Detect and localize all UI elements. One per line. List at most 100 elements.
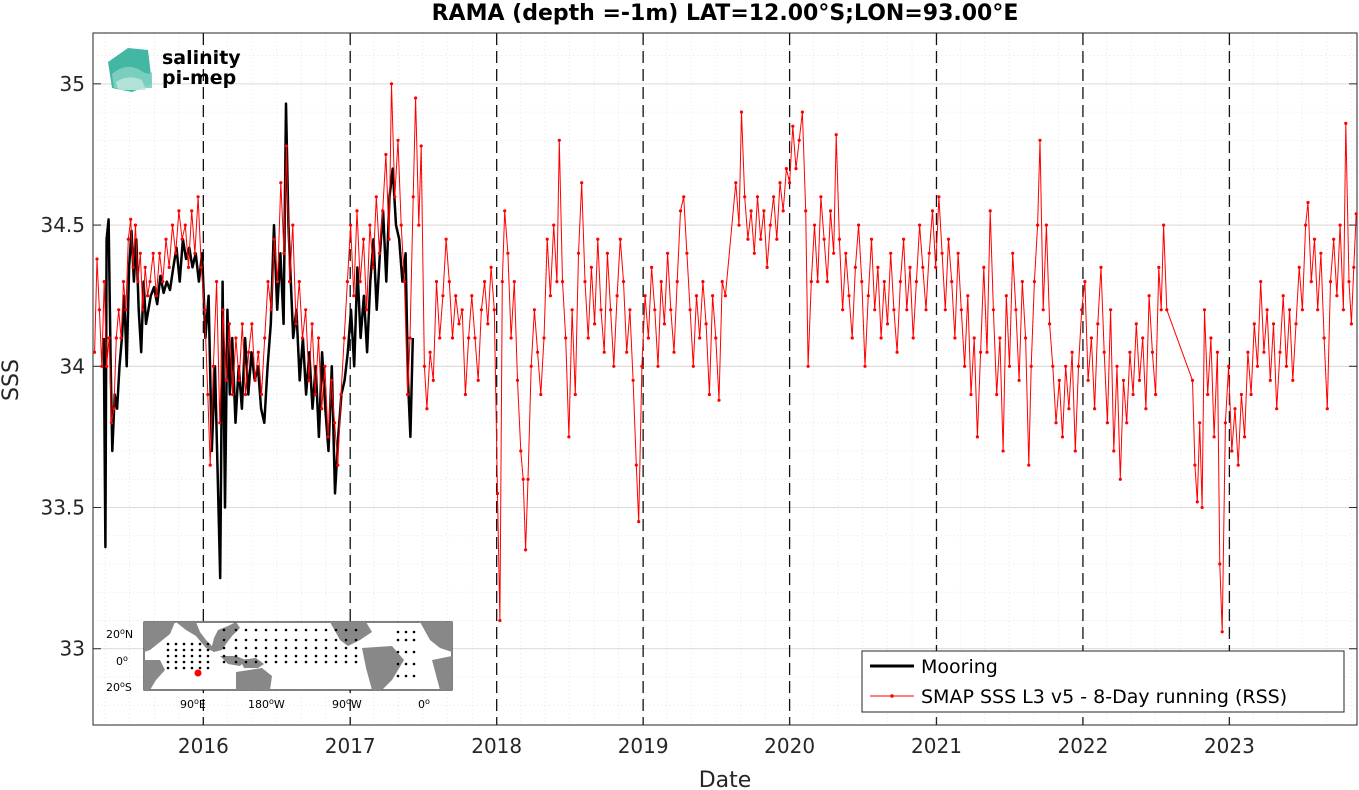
data-point	[963, 364, 967, 368]
data-point	[406, 392, 410, 397]
data-point	[1141, 336, 1145, 340]
data-point	[1162, 223, 1166, 227]
data-point	[765, 265, 769, 269]
data-point	[656, 364, 660, 368]
data-point	[1230, 449, 1234, 453]
buoy-marker	[166, 642, 170, 646]
buoy-marker	[284, 660, 288, 664]
data-point	[1328, 280, 1333, 284]
data-point	[336, 463, 340, 467]
y-tick-label: 35	[60, 72, 85, 96]
data-point	[102, 280, 106, 284]
buoy-marker	[274, 660, 278, 664]
buoy-marker	[254, 660, 258, 664]
data-point	[1297, 265, 1301, 269]
buoy-marker	[404, 662, 408, 666]
data-point	[1017, 378, 1021, 382]
data-point	[500, 280, 504, 284]
data-point	[1112, 449, 1116, 453]
data-point	[454, 294, 458, 298]
data-point	[1144, 407, 1148, 411]
data-point	[526, 477, 530, 481]
data-point	[174, 251, 178, 255]
data-point	[161, 280, 165, 284]
data-point	[536, 350, 540, 354]
buoy-marker	[354, 628, 358, 632]
chart-title: RAMA (depth =-1m) LAT=12.00°S;LON=93.00°…	[432, 1, 1019, 26]
data-point	[825, 280, 829, 284]
data-point	[911, 336, 915, 340]
data-point	[631, 378, 635, 382]
data-point	[279, 181, 283, 185]
data-point	[486, 322, 490, 326]
data-point	[284, 144, 288, 148]
data-point	[1278, 350, 1282, 354]
data-point	[352, 294, 356, 298]
data-point	[902, 237, 906, 241]
data-point	[1215, 350, 1219, 354]
data-point	[666, 251, 670, 255]
data-point	[816, 280, 820, 284]
data-point	[193, 251, 197, 255]
data-point	[1004, 294, 1008, 298]
data-point	[969, 392, 973, 397]
data-point	[1190, 378, 1195, 382]
data-point	[1038, 138, 1042, 142]
data-point	[146, 294, 150, 298]
data-point	[428, 350, 432, 354]
data-point	[599, 308, 603, 312]
data-point	[1249, 392, 1253, 397]
buoy-marker	[182, 648, 186, 652]
y-axis-label: SSS	[0, 359, 24, 401]
buoy-marker	[412, 638, 416, 642]
data-point	[119, 336, 123, 340]
data-point	[1007, 364, 1012, 368]
buoy-marker	[412, 630, 416, 634]
data-point	[1198, 421, 1202, 425]
data-point	[707, 392, 712, 397]
data-point	[1255, 364, 1260, 368]
data-point	[1309, 280, 1313, 284]
data-point	[479, 308, 483, 312]
data-point	[1325, 407, 1329, 411]
data-point	[1027, 463, 1031, 467]
buoy-marker	[174, 660, 178, 664]
data-point	[294, 322, 298, 326]
data-point	[1083, 280, 1087, 284]
data-point	[112, 407, 116, 411]
data-point	[515, 378, 520, 382]
data-point	[417, 223, 421, 227]
data-point	[1220, 630, 1224, 634]
svg-text:0o: 0o	[418, 697, 430, 712]
data-point	[215, 280, 219, 284]
data-point	[1200, 505, 1204, 510]
data-point	[1102, 350, 1106, 354]
data-point	[746, 237, 750, 241]
data-point	[170, 223, 175, 227]
data-point	[934, 265, 938, 269]
data-point	[387, 237, 391, 241]
data-point	[1051, 364, 1055, 368]
data-point	[1099, 265, 1103, 269]
buoy-marker	[254, 654, 258, 658]
data-point	[863, 364, 867, 368]
svg-text:180oW: 180oW	[248, 697, 285, 712]
data-point	[1284, 364, 1288, 368]
buoy-marker	[294, 638, 298, 642]
buoy-markers	[166, 628, 416, 678]
data-point	[998, 336, 1002, 340]
data-point	[136, 280, 140, 284]
data-point	[905, 308, 909, 312]
data-point	[105, 364, 109, 368]
data-point	[634, 463, 638, 467]
buoy-marker	[334, 638, 338, 642]
data-point	[876, 265, 880, 269]
data-point	[495, 491, 500, 495]
data-point	[688, 308, 692, 312]
plot-area	[93, 33, 1357, 725]
x-tick-label: 2018	[471, 734, 522, 758]
data-point	[822, 237, 826, 241]
buoy-marker	[334, 646, 338, 650]
buoy-marker	[222, 660, 226, 664]
